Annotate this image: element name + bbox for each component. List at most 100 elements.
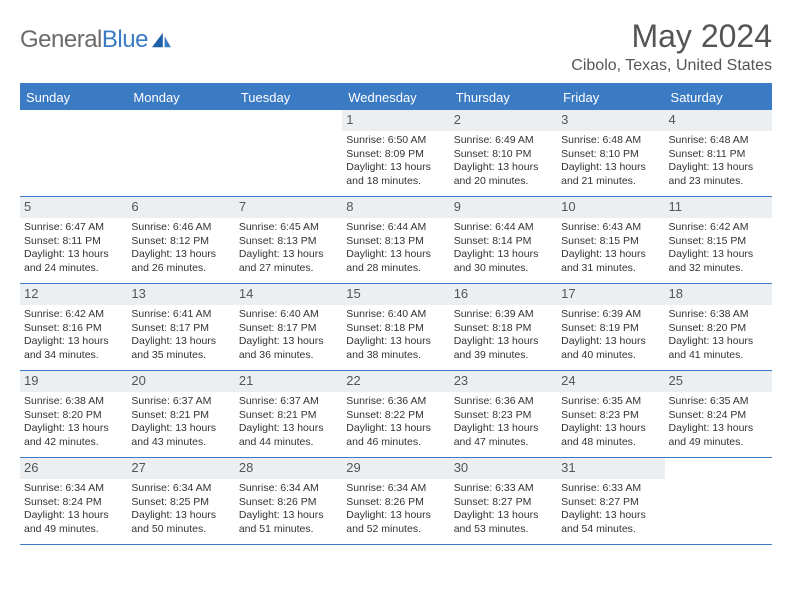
day-body: Sunrise: 6:39 AMSunset: 8:19 PMDaylight:… bbox=[557, 305, 664, 367]
day-cell: 2Sunrise: 6:49 AMSunset: 8:10 PMDaylight… bbox=[450, 110, 557, 196]
day-body: Sunrise: 6:35 AMSunset: 8:23 PMDaylight:… bbox=[557, 392, 664, 454]
daylight-text-1: Daylight: 13 hours bbox=[24, 509, 123, 523]
sunset-text: Sunset: 8:16 PM bbox=[24, 322, 123, 336]
daylight-text-2: and 53 minutes. bbox=[454, 523, 553, 537]
sunset-text: Sunset: 8:27 PM bbox=[454, 496, 553, 510]
sunrise-text: Sunrise: 6:48 AM bbox=[669, 134, 768, 148]
calendar: SundayMondayTuesdayWednesdayThursdayFrid… bbox=[20, 83, 772, 545]
daylight-text-1: Daylight: 13 hours bbox=[561, 422, 660, 436]
day-body: Sunrise: 6:40 AMSunset: 8:17 PMDaylight:… bbox=[235, 305, 342, 367]
day-body: Sunrise: 6:45 AMSunset: 8:13 PMDaylight:… bbox=[235, 218, 342, 280]
daylight-text-1: Daylight: 13 hours bbox=[561, 161, 660, 175]
day-number: 17 bbox=[557, 284, 664, 305]
daylight-text-1: Daylight: 13 hours bbox=[561, 509, 660, 523]
daylight-text-2: and 35 minutes. bbox=[131, 349, 230, 363]
daylight-text-1: Daylight: 13 hours bbox=[346, 422, 445, 436]
weekday-header: Thursday bbox=[450, 85, 557, 110]
day-cell: 6Sunrise: 6:46 AMSunset: 8:12 PMDaylight… bbox=[127, 197, 234, 283]
daylight-text-2: and 42 minutes. bbox=[24, 436, 123, 450]
day-body: Sunrise: 6:47 AMSunset: 8:11 PMDaylight:… bbox=[20, 218, 127, 280]
day-number: 19 bbox=[20, 371, 127, 392]
sunrise-text: Sunrise: 6:37 AM bbox=[131, 395, 230, 409]
day-body: Sunrise: 6:43 AMSunset: 8:15 PMDaylight:… bbox=[557, 218, 664, 280]
day-number: 9 bbox=[450, 197, 557, 218]
daylight-text-1: Daylight: 13 hours bbox=[24, 248, 123, 262]
logo-sail-icon bbox=[150, 31, 172, 49]
daylight-text-2: and 23 minutes. bbox=[669, 175, 768, 189]
logo: GeneralBlue bbox=[20, 18, 172, 54]
weekday-header: Wednesday bbox=[342, 85, 449, 110]
sunset-text: Sunset: 8:17 PM bbox=[131, 322, 230, 336]
logo-text-blue: Blue bbox=[102, 26, 148, 53]
day-body: Sunrise: 6:44 AMSunset: 8:13 PMDaylight:… bbox=[342, 218, 449, 280]
week-row: 1Sunrise: 6:50 AMSunset: 8:09 PMDaylight… bbox=[20, 110, 772, 197]
day-number: 20 bbox=[127, 371, 234, 392]
day-cell: 12Sunrise: 6:42 AMSunset: 8:16 PMDayligh… bbox=[20, 284, 127, 370]
logo-text: GeneralBlue bbox=[20, 26, 148, 54]
day-cell bbox=[235, 110, 342, 196]
daylight-text-2: and 52 minutes. bbox=[346, 523, 445, 537]
month-title: May 2024 bbox=[571, 18, 772, 55]
day-cell: 8Sunrise: 6:44 AMSunset: 8:13 PMDaylight… bbox=[342, 197, 449, 283]
day-cell: 24Sunrise: 6:35 AMSunset: 8:23 PMDayligh… bbox=[557, 371, 664, 457]
sunrise-text: Sunrise: 6:42 AM bbox=[669, 221, 768, 235]
daylight-text-2: and 44 minutes. bbox=[239, 436, 338, 450]
daylight-text-1: Daylight: 13 hours bbox=[454, 422, 553, 436]
day-body: Sunrise: 6:48 AMSunset: 8:10 PMDaylight:… bbox=[557, 131, 664, 193]
daylight-text-2: and 31 minutes. bbox=[561, 262, 660, 276]
sunset-text: Sunset: 8:23 PM bbox=[561, 409, 660, 423]
day-body: Sunrise: 6:34 AMSunset: 8:25 PMDaylight:… bbox=[127, 479, 234, 541]
day-number: 14 bbox=[235, 284, 342, 305]
sunset-text: Sunset: 8:27 PM bbox=[561, 496, 660, 510]
sunrise-text: Sunrise: 6:40 AM bbox=[346, 308, 445, 322]
daylight-text-2: and 47 minutes. bbox=[454, 436, 553, 450]
sunrise-text: Sunrise: 6:48 AM bbox=[561, 134, 660, 148]
day-number: 23 bbox=[450, 371, 557, 392]
sunrise-text: Sunrise: 6:34 AM bbox=[131, 482, 230, 496]
sunset-text: Sunset: 8:21 PM bbox=[239, 409, 338, 423]
sunset-text: Sunset: 8:18 PM bbox=[454, 322, 553, 336]
daylight-text-1: Daylight: 13 hours bbox=[131, 335, 230, 349]
daylight-text-1: Daylight: 13 hours bbox=[239, 509, 338, 523]
sunrise-text: Sunrise: 6:36 AM bbox=[346, 395, 445, 409]
sunrise-text: Sunrise: 6:33 AM bbox=[561, 482, 660, 496]
daylight-text-2: and 28 minutes. bbox=[346, 262, 445, 276]
day-body: Sunrise: 6:44 AMSunset: 8:14 PMDaylight:… bbox=[450, 218, 557, 280]
daylight-text-2: and 21 minutes. bbox=[561, 175, 660, 189]
sunset-text: Sunset: 8:20 PM bbox=[24, 409, 123, 423]
day-cell: 17Sunrise: 6:39 AMSunset: 8:19 PMDayligh… bbox=[557, 284, 664, 370]
sunrise-text: Sunrise: 6:38 AM bbox=[669, 308, 768, 322]
title-block: May 2024 Cibolo, Texas, United States bbox=[571, 18, 772, 81]
day-number: 12 bbox=[20, 284, 127, 305]
day-body: Sunrise: 6:36 AMSunset: 8:23 PMDaylight:… bbox=[450, 392, 557, 454]
daylight-text-2: and 27 minutes. bbox=[239, 262, 338, 276]
day-body: Sunrise: 6:33 AMSunset: 8:27 PMDaylight:… bbox=[557, 479, 664, 541]
daylight-text-1: Daylight: 13 hours bbox=[561, 248, 660, 262]
sunrise-text: Sunrise: 6:34 AM bbox=[346, 482, 445, 496]
day-body: Sunrise: 6:37 AMSunset: 8:21 PMDaylight:… bbox=[127, 392, 234, 454]
sunset-text: Sunset: 8:12 PM bbox=[131, 235, 230, 249]
day-cell bbox=[127, 110, 234, 196]
day-cell: 31Sunrise: 6:33 AMSunset: 8:27 PMDayligh… bbox=[557, 458, 664, 544]
daylight-text-1: Daylight: 13 hours bbox=[346, 248, 445, 262]
day-body: Sunrise: 6:33 AMSunset: 8:27 PMDaylight:… bbox=[450, 479, 557, 541]
day-cell: 21Sunrise: 6:37 AMSunset: 8:21 PMDayligh… bbox=[235, 371, 342, 457]
sunrise-text: Sunrise: 6:40 AM bbox=[239, 308, 338, 322]
sunrise-text: Sunrise: 6:36 AM bbox=[454, 395, 553, 409]
daylight-text-1: Daylight: 13 hours bbox=[346, 509, 445, 523]
sunrise-text: Sunrise: 6:44 AM bbox=[454, 221, 553, 235]
day-cell bbox=[20, 110, 127, 196]
daylight-text-2: and 46 minutes. bbox=[346, 436, 445, 450]
daylight-text-1: Daylight: 13 hours bbox=[131, 248, 230, 262]
sunrise-text: Sunrise: 6:41 AM bbox=[131, 308, 230, 322]
sunset-text: Sunset: 8:19 PM bbox=[561, 322, 660, 336]
daylight-text-2: and 20 minutes. bbox=[454, 175, 553, 189]
daylight-text-2: and 40 minutes. bbox=[561, 349, 660, 363]
daylight-text-2: and 41 minutes. bbox=[669, 349, 768, 363]
daylight-text-2: and 49 minutes. bbox=[24, 523, 123, 537]
sunset-text: Sunset: 8:11 PM bbox=[669, 148, 768, 162]
sunrise-text: Sunrise: 6:45 AM bbox=[239, 221, 338, 235]
sunset-text: Sunset: 8:10 PM bbox=[561, 148, 660, 162]
day-number: 16 bbox=[450, 284, 557, 305]
sunset-text: Sunset: 8:26 PM bbox=[346, 496, 445, 510]
